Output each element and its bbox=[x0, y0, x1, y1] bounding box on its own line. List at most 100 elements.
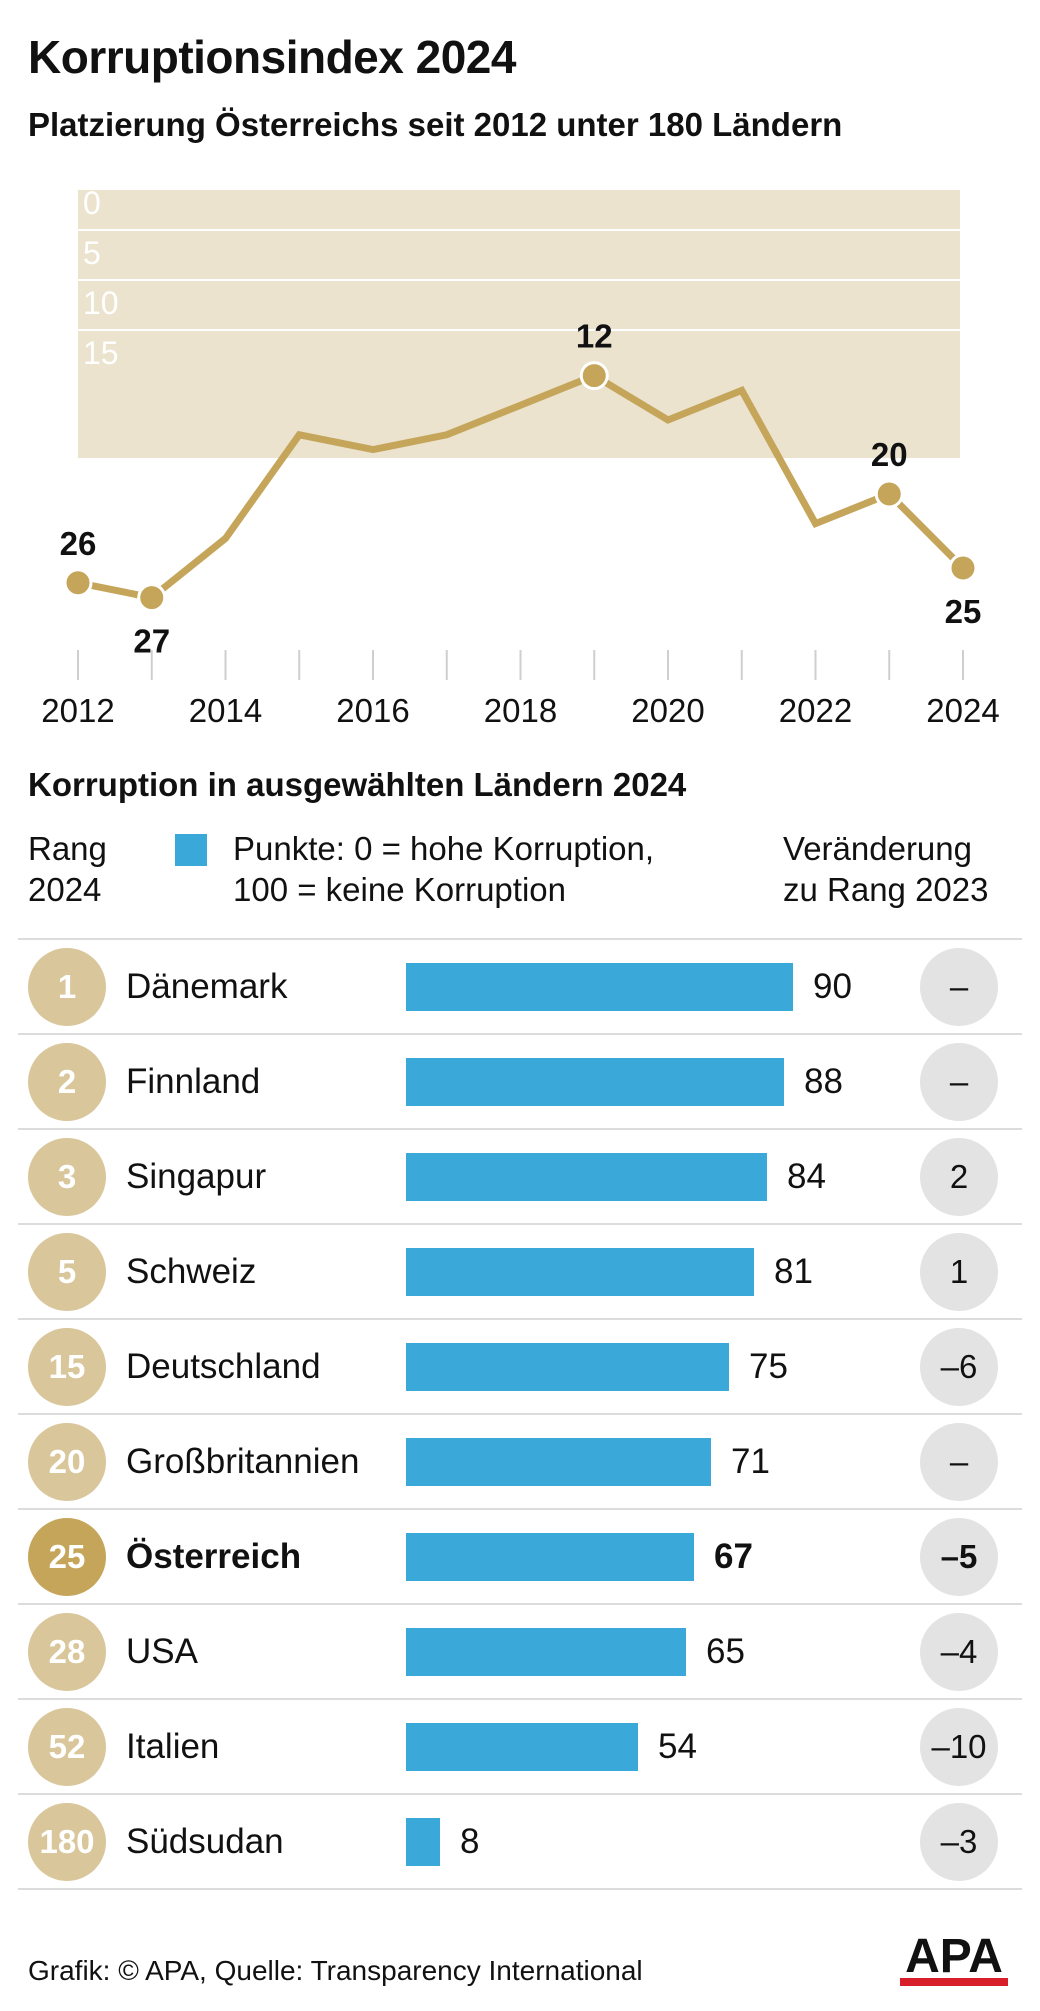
score-value: 67 bbox=[714, 1537, 753, 1576]
table-row: 15 Deutschland 75 –6 bbox=[18, 1320, 1022, 1415]
x-tick-label: 2018 bbox=[484, 692, 557, 729]
country-name: Großbritannien bbox=[126, 1442, 360, 1481]
legend-points: Punkte: 0 = hohe Korruption, 100 = keine… bbox=[233, 828, 654, 910]
apa-logo-text: APA bbox=[905, 1930, 1003, 1983]
score-bar bbox=[406, 1533, 694, 1581]
apa-logo: APA bbox=[900, 1930, 1008, 1986]
y-tick-label: 10 bbox=[83, 285, 119, 321]
score-bar bbox=[406, 1723, 638, 1771]
table-row: 25 Österreich 67 –5 bbox=[18, 1510, 1022, 1605]
rank-badge: 52 bbox=[28, 1708, 106, 1786]
score-bar bbox=[406, 1058, 784, 1106]
legend-rank-line1: Rang bbox=[28, 830, 107, 867]
apa-logo-bar bbox=[900, 1978, 1008, 1986]
country-name: USA bbox=[126, 1632, 198, 1671]
score-bar bbox=[406, 1343, 729, 1391]
country-table: 1 Dänemark 90–2 Finnland 88–3 Singapur 84 2 5 Sch… bbox=[18, 938, 1022, 1890]
table-row: 2 Finnland 88 – bbox=[18, 1035, 1022, 1130]
chart-title: Korruptionsindex 2024 bbox=[28, 31, 516, 83]
table-row: 28 USA 65 –4 bbox=[18, 1605, 1022, 1700]
score-value: 71 bbox=[731, 1442, 770, 1481]
rank-change-badge: –6 bbox=[920, 1328, 998, 1406]
score-bar bbox=[406, 1248, 754, 1296]
rank-badge: 25 bbox=[28, 1518, 106, 1596]
x-tick-label: 2020 bbox=[631, 692, 704, 729]
table-row: 52 Italien 54 –10 bbox=[18, 1700, 1022, 1795]
rank-change-badge: 2 bbox=[920, 1138, 998, 1216]
footer-source: Grafik: © APA, Quelle: Transparency Inte… bbox=[28, 1955, 643, 1986]
table-row: 180 Südsudan 8 –3 bbox=[18, 1795, 1022, 1890]
country-name: Singapur bbox=[126, 1157, 267, 1196]
data-point bbox=[137, 583, 167, 613]
country-name: Südsudan bbox=[126, 1822, 284, 1861]
country-name: Finnland bbox=[126, 1062, 261, 1101]
country-name: Dänemark bbox=[126, 967, 288, 1006]
legend-change-line1: Veränderung bbox=[783, 830, 972, 867]
table-row: 1 Dänemark 90 – bbox=[18, 940, 1022, 1035]
rank-change-badge: –3 bbox=[920, 1803, 998, 1881]
rank-badge: 15 bbox=[28, 1328, 106, 1406]
legend-change: Veränderung zu Rang 2023 bbox=[783, 828, 989, 910]
score-bar bbox=[406, 963, 793, 1011]
data-label: 12 bbox=[576, 318, 613, 355]
score-bar bbox=[406, 1153, 767, 1201]
rank-change-badge: –4 bbox=[920, 1613, 998, 1691]
rank-change-badge: – bbox=[920, 1043, 998, 1121]
plot-background bbox=[78, 190, 960, 458]
x-tick-label: 2022 bbox=[779, 692, 852, 729]
data-label: 27 bbox=[133, 623, 170, 660]
legend-change-line2: zu Rang 2023 bbox=[783, 871, 989, 908]
score-value: 90 bbox=[813, 967, 852, 1006]
score-bar bbox=[406, 1628, 686, 1676]
score-value: 81 bbox=[774, 1252, 813, 1291]
country-name: Schweiz bbox=[126, 1252, 257, 1291]
rank-change-badge: – bbox=[920, 948, 998, 1026]
rank-change-badge: –10 bbox=[920, 1708, 998, 1786]
rank-badge: 3 bbox=[28, 1138, 106, 1216]
legend-points-swatch bbox=[175, 834, 207, 866]
y-tick-label: 0 bbox=[83, 185, 101, 221]
x-tick-label: 2012 bbox=[41, 692, 114, 729]
legend-rank: Rang 2024 bbox=[28, 828, 107, 910]
score-value: 75 bbox=[749, 1347, 788, 1386]
rank-badge: 1 bbox=[28, 948, 106, 1026]
data-label: 26 bbox=[60, 525, 97, 562]
table-row: 20 Großbritannien 71 – bbox=[18, 1415, 1022, 1510]
score-value: 88 bbox=[804, 1062, 843, 1101]
rank-change-badge: – bbox=[920, 1423, 998, 1501]
score-value: 54 bbox=[658, 1727, 697, 1766]
series-line-rank bbox=[77, 371, 966, 602]
chart-subtitle: Platzierung Österreichs seit 2012 unter … bbox=[28, 106, 843, 143]
data-label: 25 bbox=[945, 593, 982, 630]
rank-badge: 180 bbox=[28, 1803, 106, 1881]
score-bar bbox=[406, 1818, 440, 1866]
rank-badge: 5 bbox=[28, 1233, 106, 1311]
legend-points-line1: Punkte: 0 = hohe Korruption, bbox=[233, 830, 655, 867]
country-name: Italien bbox=[126, 1727, 220, 1766]
y-tick-label: 15 bbox=[83, 335, 119, 371]
score-value: 84 bbox=[787, 1157, 826, 1196]
section-title-countries: Korruption in ausgewählten Ländern 2024 bbox=[28, 766, 687, 803]
x-tick-label: 2024 bbox=[926, 692, 999, 729]
score-value: 8 bbox=[460, 1822, 480, 1861]
data-point bbox=[579, 361, 609, 391]
data-point bbox=[874, 479, 904, 509]
rank-change-badge: –5 bbox=[920, 1518, 998, 1596]
legend-rank-line2: 2024 bbox=[28, 871, 102, 908]
score-value: 65 bbox=[706, 1632, 745, 1671]
x-tick-label: 2014 bbox=[189, 692, 262, 729]
data-point bbox=[63, 568, 93, 598]
score-bar bbox=[406, 1438, 711, 1486]
legend-points-line2: 100 = keine Korruption bbox=[233, 871, 566, 908]
rank-badge: 28 bbox=[28, 1613, 106, 1691]
rank-change-badge: 1 bbox=[920, 1233, 998, 1311]
rank-badge: 20 bbox=[28, 1423, 106, 1501]
table-row: 3 Singapur 84 2 bbox=[18, 1130, 1022, 1225]
country-name: Deutschland bbox=[126, 1347, 321, 1386]
x-tick-label: 2016 bbox=[336, 692, 409, 729]
y-tick-label: 5 bbox=[83, 235, 101, 271]
table-row: 5 Schweiz 81 1 bbox=[18, 1225, 1022, 1320]
country-name: Österreich bbox=[126, 1537, 302, 1576]
data-label: 20 bbox=[871, 436, 908, 473]
